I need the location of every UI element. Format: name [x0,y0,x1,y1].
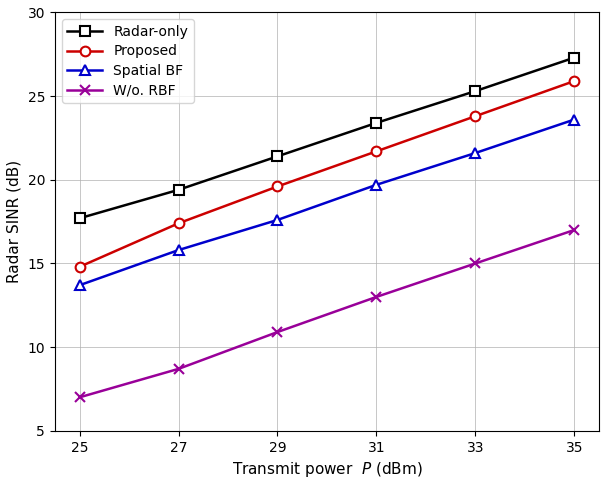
Proposed [471,113,479,119]
Line: W/o. RBF: W/o. RBF [75,225,579,402]
W/o. RBF [175,366,182,372]
Radar-only [373,120,380,126]
W/o. RBF [571,227,578,233]
Y-axis label: Radar SINR (dB): Radar SINR (dB) [7,160,22,283]
Radar-only [274,154,281,159]
Proposed [274,184,281,190]
X-axis label: Transmit power  $P$ (dBm): Transmit power $P$ (dBm) [231,460,422,479]
Proposed [175,220,182,226]
Spatial BF [571,117,578,122]
Radar-only [76,215,83,221]
Radar-only [471,88,479,94]
Radar-only [571,55,578,61]
Proposed [373,148,380,154]
Line: Spatial BF: Spatial BF [75,115,579,290]
Spatial BF [274,217,281,223]
Spatial BF [175,247,182,253]
Line: Proposed: Proposed [75,76,579,272]
Proposed [571,78,578,84]
Proposed [76,264,83,270]
W/o. RBF [471,260,479,266]
Spatial BF [76,282,83,288]
Radar-only [175,187,182,193]
Spatial BF [373,182,380,188]
W/o. RBF [373,294,380,300]
W/o. RBF [274,329,281,335]
Line: Radar-only: Radar-only [75,53,579,223]
Legend: Radar-only, Proposed, Spatial BF, W/o. RBF: Radar-only, Proposed, Spatial BF, W/o. R… [62,19,193,103]
Spatial BF [471,150,479,156]
W/o. RBF [76,395,83,400]
